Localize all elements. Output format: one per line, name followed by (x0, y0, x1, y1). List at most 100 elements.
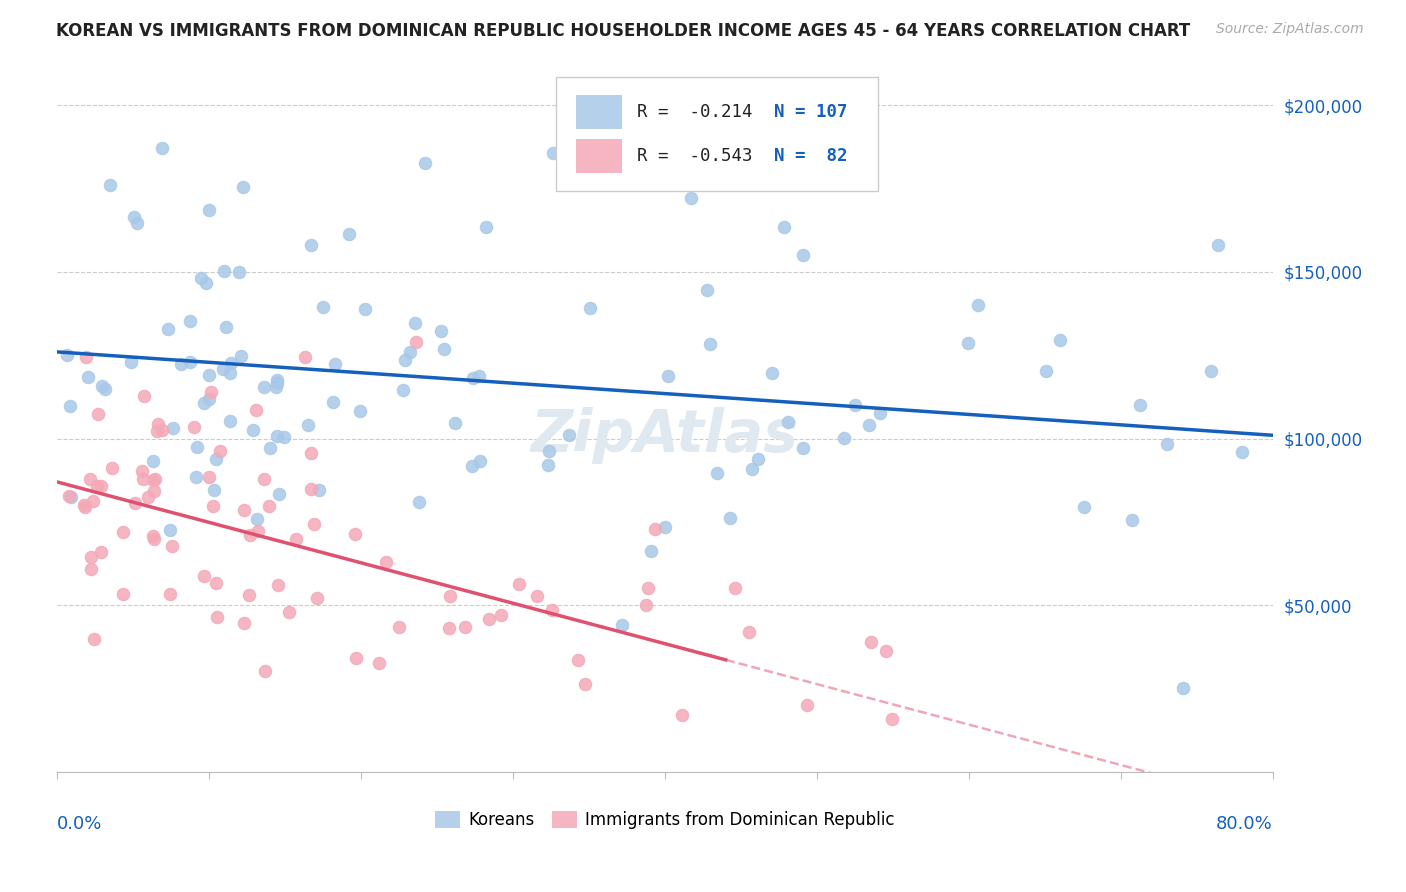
Point (162, 421, 184, 435)
Point (229, 349, 252, 363)
Point (738, 625, 761, 640)
Point (266, 376, 288, 390)
Point (761, 366, 783, 380)
Point (463, 370, 485, 384)
Point (120, 355, 142, 369)
Point (699, 337, 721, 351)
Point (470, 453, 492, 467)
Point (323, 357, 346, 371)
Point (73, 500, 96, 514)
Point (136, 490, 159, 504)
Point (579, 301, 602, 315)
Point (1171, 681, 1194, 696)
Point (83, 632, 105, 646)
Point (374, 555, 396, 569)
Point (150, 141, 173, 155)
Text: N = 107: N = 107 (775, 103, 848, 120)
Point (190, 271, 212, 285)
Text: N =  82: N = 82 (775, 147, 848, 165)
Point (245, 403, 267, 417)
Point (142, 473, 165, 487)
Point (111, 524, 134, 539)
Point (391, 384, 413, 398)
Point (143, 472, 166, 486)
Point (94, 382, 117, 396)
Point (195, 277, 218, 291)
Point (257, 500, 280, 514)
Point (73, 498, 96, 512)
Point (322, 395, 344, 409)
Point (461, 458, 484, 473)
Point (654, 520, 676, 534)
Text: 80.0%: 80.0% (1216, 815, 1272, 833)
Point (1230, 445, 1253, 459)
Point (285, 533, 308, 547)
Point (86, 479, 108, 493)
Point (468, 369, 491, 384)
Point (474, 220, 496, 235)
Point (246, 524, 269, 538)
Point (259, 442, 281, 456)
Point (408, 495, 430, 509)
Point (637, 581, 659, 595)
Point (201, 499, 224, 513)
Point (796, 698, 818, 713)
Point (477, 612, 499, 626)
Point (232, 180, 254, 194)
Point (508, 577, 530, 591)
Point (232, 503, 254, 517)
Point (143, 532, 166, 546)
Point (59, 490, 82, 504)
Point (214, 320, 236, 334)
Point (537, 458, 560, 472)
Point (159, 524, 181, 538)
Point (444, 416, 467, 430)
Point (246, 512, 269, 526)
Point (1129, 398, 1152, 412)
Point (413, 156, 436, 170)
Point (696, 283, 718, 297)
Point (302, 516, 325, 531)
Point (211, 362, 233, 376)
Point (294, 350, 316, 364)
Point (792, 441, 814, 455)
Point (98, 178, 121, 192)
Point (869, 406, 891, 420)
Point (238, 588, 260, 602)
Point (718, 510, 741, 524)
Point (205, 610, 228, 624)
Point (193, 569, 215, 583)
Point (218, 366, 240, 380)
Point (439, 589, 461, 603)
Point (1156, 436, 1178, 450)
Point (367, 656, 389, 670)
Point (875, 644, 897, 658)
Point (212, 264, 235, 278)
Point (1121, 513, 1143, 527)
Point (724, 581, 747, 595)
Point (644, 522, 666, 536)
Point (253, 380, 276, 394)
Point (858, 417, 880, 432)
Point (337, 227, 360, 242)
Point (184, 470, 207, 484)
Text: Source: ZipAtlas.com: Source: ZipAtlas.com (1216, 22, 1364, 37)
Point (679, 191, 702, 205)
Point (612, 618, 634, 632)
Point (299, 237, 322, 252)
Point (1035, 364, 1057, 378)
Point (832, 431, 855, 445)
Point (776, 415, 799, 429)
Point (405, 334, 427, 349)
Point (254, 664, 277, 678)
Point (204, 575, 226, 590)
Point (202, 483, 225, 498)
Point (183, 420, 205, 434)
Point (267, 577, 290, 591)
Point (859, 635, 882, 649)
Point (278, 605, 301, 619)
Point (454, 620, 477, 634)
Point (773, 220, 796, 235)
Point (312, 300, 335, 314)
Point (82, 494, 104, 508)
